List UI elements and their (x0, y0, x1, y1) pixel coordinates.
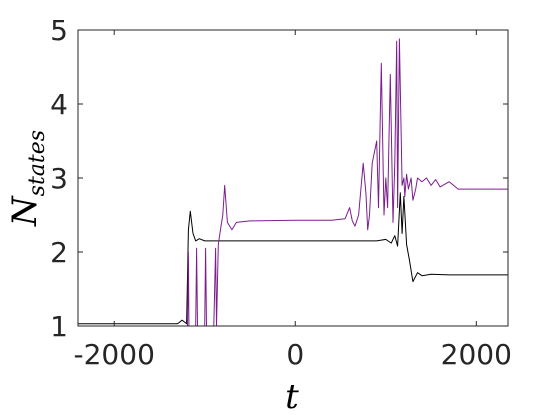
y-axis-label: N (5, 195, 45, 227)
tick-layer: -2000 0 2000 1 2 3 4 5 (50, 14, 512, 371)
y-axis-label-group: Nstates (5, 130, 50, 227)
x-tick-label: -2000 (74, 338, 155, 371)
x-axis-label: t (285, 377, 299, 417)
y-tick-label: 3 (50, 162, 68, 195)
y-tick-label: 4 (50, 88, 68, 121)
x-tick-label: 2000 (441, 338, 512, 371)
y-tick-label: 1 (50, 310, 68, 343)
svg-text:Nstates: Nstates (5, 130, 50, 227)
y-tick-label: 5 (50, 14, 68, 47)
y-axis-label-subscript: states (25, 130, 50, 196)
plot-background (78, 30, 508, 326)
y-tick-label: 2 (50, 236, 68, 269)
x-tick-label: 0 (286, 338, 304, 371)
series-line-black (78, 192, 508, 325)
